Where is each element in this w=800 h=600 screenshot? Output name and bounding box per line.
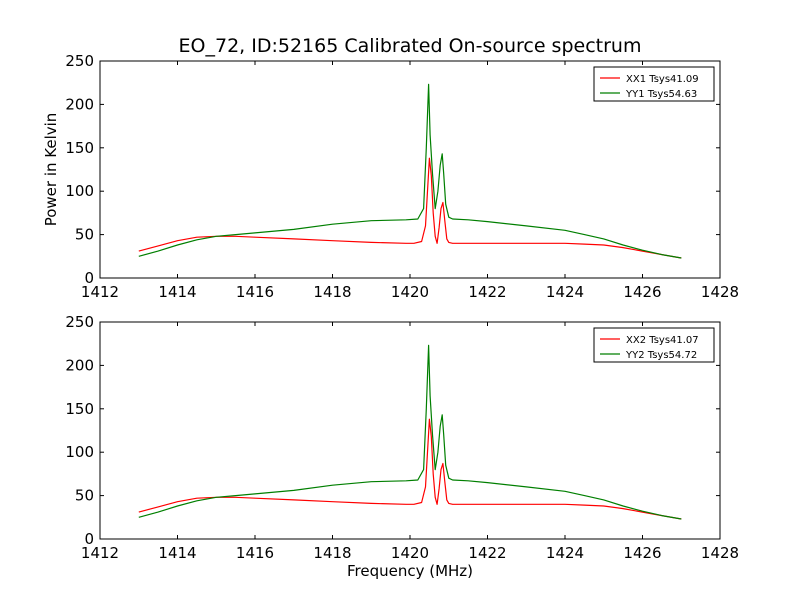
x-tick-label: 1428 [701,544,739,562]
legend-entry: YY2 Tsys54.72 [625,350,697,361]
y-tick-label: 250 [65,313,94,331]
x-tick-label: 1420 [391,544,429,562]
y-tick-label: 250 [65,52,94,70]
series-line-1 [138,418,682,520]
y-tick-label: 0 [84,269,94,287]
x-tick-label: 1422 [468,283,506,301]
y-tick-label: 100 [65,182,94,200]
x-tick-label: 1424 [546,283,584,301]
x-tick-label: 1422 [468,544,506,562]
x-tick-label: 1420 [391,283,429,301]
series-line-2 [138,83,682,259]
x-tick-label: 1418 [313,544,351,562]
legend-entry: XX1 Tsys41.09 [626,74,699,85]
y-axis-label: Power in Kelvin [42,113,60,227]
x-tick-label: 1426 [623,283,661,301]
chart-panel-2: 1412 1414 1416 1418 1420 1422 1424 1426 1428 0 50 1… [65,313,739,580]
y-tick-label: 100 [65,443,94,461]
chart-panel-1: 1412 1414 1416 1418 1420 1422 1424 1426 1428 0 50 1… [42,52,739,301]
x-tick-label: 1426 [623,544,661,562]
x-tick-label: 1416 [236,544,274,562]
x-tick-label: 1418 [313,283,351,301]
y-tick-label: 200 [65,356,94,374]
x-tick-label: 1424 [546,544,584,562]
x-tick-label: 1412 [81,283,119,301]
y-tick-label: 0 [84,530,94,548]
series-line-2 [138,344,682,520]
legend-entry: YY1 Tsys54.63 [625,89,697,100]
x-tick-label: 1416 [236,283,274,301]
legend-box [593,66,715,102]
x-tick-label: 1428 [701,283,739,301]
x-tick-label: 1412 [81,544,119,562]
x-tick-label: 1414 [158,283,196,301]
figure-title: EO_72, ID:52165 Calibrated On-source spe… [179,35,642,57]
x-axis-label: Frequency (MHz) [347,562,473,580]
series-line-1 [138,157,682,259]
legend-box [593,327,715,363]
y-tick-label: 50 [75,487,94,505]
x-tick-label: 1414 [158,544,196,562]
y-tick-label: 150 [65,400,94,418]
y-tick-label: 200 [65,95,94,113]
y-tick-label: 150 [65,139,94,157]
legend-entry: XX2 Tsys41.07 [626,335,699,346]
y-tick-label: 50 [75,226,94,244]
